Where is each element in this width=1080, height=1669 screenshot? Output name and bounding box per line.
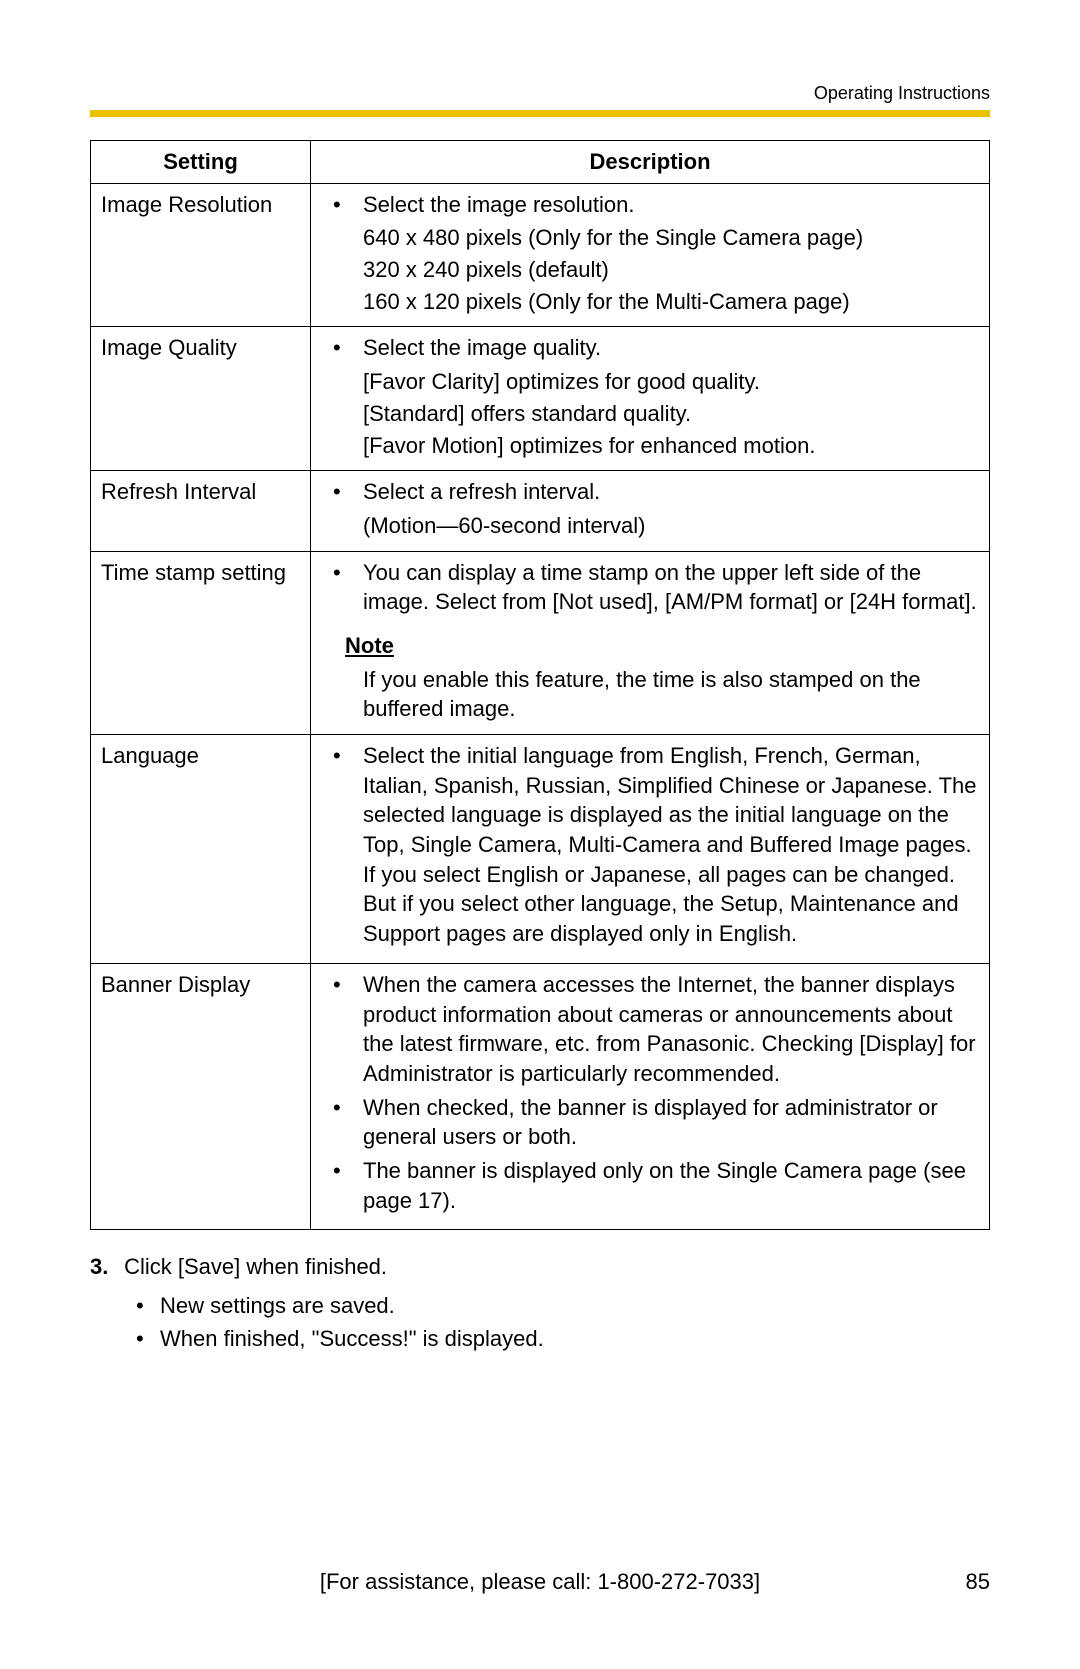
description-list: You can display a time stamp on the uppe… xyxy=(321,558,979,617)
settings-tbody: Image ResolutionSelect the image resolut… xyxy=(91,183,990,1230)
accent-rule xyxy=(90,110,990,117)
description-cell: Select the initial language from English… xyxy=(311,735,990,964)
table-row: Banner DisplayWhen the camera accesses t… xyxy=(91,963,990,1230)
description-subline: (Motion—60-second interval) xyxy=(321,511,979,541)
step-bullet: When finished, "Success!" is displayed. xyxy=(90,1322,990,1355)
page-number: 85 xyxy=(966,1569,990,1595)
description-cell: Select the image resolution.640 x 480 pi… xyxy=(311,183,990,327)
description-cell: When the camera accesses the Internet, t… xyxy=(311,963,990,1230)
description-subline: [Standard] offers standard quality. xyxy=(321,399,979,429)
description-bullet: Select the image resolution. xyxy=(321,190,979,220)
settings-table: Setting Description Image ResolutionSele… xyxy=(90,140,990,1230)
setting-cell: Image Quality xyxy=(91,327,311,471)
table-row: Time stamp settingYou can display a time… xyxy=(91,551,990,734)
description-subline: [Favor Motion] optimizes for enhanced mo… xyxy=(321,431,979,461)
description-bullet: Select a refresh interval. xyxy=(321,477,979,507)
col-header-description: Description xyxy=(311,141,990,184)
setting-cell: Language xyxy=(91,735,311,964)
step-text: Click [Save] when finished. xyxy=(124,1254,387,1279)
step-number: 3. xyxy=(90,1250,118,1283)
description-list: Select a refresh interval. (Motion—60-sec… xyxy=(321,477,979,540)
description-subline: [Favor Clarity] optimizes for good quali… xyxy=(321,367,979,397)
setting-cell: Refresh Interval xyxy=(91,471,311,551)
step-bullets: New settings are saved.When finished, "S… xyxy=(90,1289,990,1355)
footer-assistance: [For assistance, please call: 1-800-272-… xyxy=(90,1569,990,1595)
table-row: Image Quality Select the image quality. [F… xyxy=(91,327,990,471)
description-cell: Select the image quality. [Favor Clarity]… xyxy=(311,327,990,471)
description-subline: 640 x 480 pixels (Only for the Single Ca… xyxy=(321,223,979,253)
description-subline: 320 x 240 pixels (default) xyxy=(321,255,979,285)
table-row: LanguageSelect the initial language from… xyxy=(91,735,990,964)
setting-cell: Time stamp setting xyxy=(91,551,311,734)
description-bullet: Select the image quality. xyxy=(321,333,979,363)
col-header-setting: Setting xyxy=(91,141,311,184)
description-bullet: Select the initial language from English… xyxy=(321,741,979,949)
note-heading: Note xyxy=(345,631,979,661)
description-list: Select the initial language from English… xyxy=(321,741,979,949)
setting-cell: Image Resolution xyxy=(91,183,311,327)
table-row: Image ResolutionSelect the image resolut… xyxy=(91,183,990,327)
step-3: 3. Click [Save] when finished. New setti… xyxy=(90,1250,990,1355)
page-content: Setting Description Image ResolutionSele… xyxy=(90,140,990,1355)
description-bullet: You can display a time stamp on the uppe… xyxy=(321,558,979,617)
description-list: Select the image resolution.640 x 480 pi… xyxy=(321,190,979,317)
description-subline: 160 x 120 pixels (Only for the Multi-Cam… xyxy=(321,287,979,317)
setting-cell: Banner Display xyxy=(91,963,311,1230)
description-cell: You can display a time stamp on the uppe… xyxy=(311,551,990,734)
page-footer: [For assistance, please call: 1-800-272-… xyxy=(90,1569,990,1595)
description-list: Select the image quality. [Favor Clarity]… xyxy=(321,333,979,460)
description-bullet: When the camera accesses the Internet, t… xyxy=(321,970,979,1089)
description-bullet: The banner is displayed only on the Sing… xyxy=(321,1156,979,1215)
note-body: If you enable this feature, the time is … xyxy=(321,665,979,724)
table-row: Refresh IntervalSelect a refresh interva… xyxy=(91,471,990,551)
description-list: When the camera accesses the Internet, t… xyxy=(321,970,979,1216)
description-bullet: When checked, the banner is displayed fo… xyxy=(321,1093,979,1152)
description-cell: Select a refresh interval. (Motion—60-sec… xyxy=(311,471,990,551)
running-header: Operating Instructions xyxy=(814,83,990,104)
manual-page: Operating Instructions Setting Descripti… xyxy=(0,0,1080,1669)
step-bullet: New settings are saved. xyxy=(90,1289,990,1322)
